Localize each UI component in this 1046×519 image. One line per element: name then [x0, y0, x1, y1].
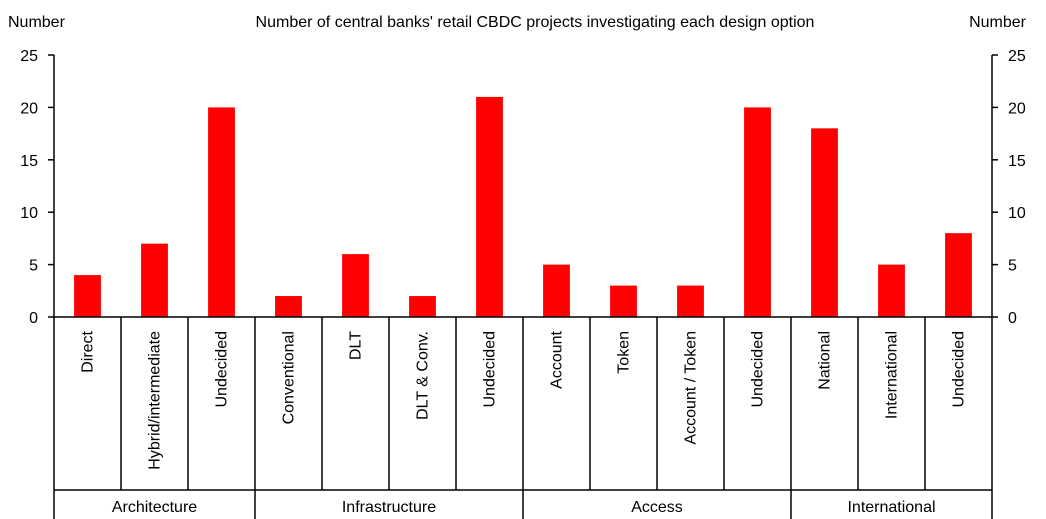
- category-label: Account: [549, 330, 566, 388]
- right-tick-label: 20: [1008, 100, 1026, 117]
- category-label: National: [817, 331, 834, 390]
- right-y-axis: 0 5 10 15 20 25: [991, 48, 1026, 327]
- left-tick-label: 5: [29, 258, 38, 275]
- category-label: Hybrid/intermediate: [147, 331, 164, 470]
- category-label: Account / Token: [683, 331, 700, 445]
- bar: [208, 107, 235, 318]
- category-label: DLT: [348, 331, 365, 360]
- bar: [476, 96, 503, 317]
- group-label: Architecture: [112, 499, 197, 516]
- right-tick-label: 25: [1008, 48, 1026, 65]
- category-label: International: [884, 331, 901, 419]
- right-tick-label: 15: [1008, 153, 1026, 170]
- group-label: International: [847, 499, 935, 516]
- category-label: Undecided: [951, 331, 968, 408]
- category-label: Direct: [80, 330, 97, 372]
- left-tick-label: 20: [20, 100, 38, 117]
- category-label: Conventional: [281, 331, 298, 424]
- bar: [74, 275, 101, 317]
- bar: [744, 107, 771, 318]
- left-axis-unit-label: Number: [8, 14, 66, 31]
- bar: [141, 243, 168, 317]
- category-label: DLT & Conv.: [415, 331, 432, 420]
- category-label: Undecided: [482, 331, 499, 408]
- group-label: Access: [631, 499, 683, 516]
- bar: [610, 285, 637, 317]
- right-tick-label: 0: [1008, 310, 1017, 327]
- right-tick-label: 10: [1008, 205, 1026, 222]
- group-label: Infrastructure: [342, 499, 436, 516]
- left-y-axis: 0 5 10 15 20 25: [20, 48, 55, 327]
- category-label: Token: [616, 331, 633, 374]
- bar: [543, 264, 570, 317]
- left-tick-label: 25: [20, 48, 38, 65]
- category-label: Undecided: [750, 331, 767, 408]
- left-tick-label: 10: [20, 205, 38, 222]
- left-tick-label: 0: [29, 310, 38, 327]
- category-axis: Direct Hybrid/intermediate Undecided Conven…: [53, 316, 993, 519]
- left-tick-label: 15: [20, 153, 38, 170]
- bar: [878, 264, 905, 317]
- right-tick-label: 5: [1008, 258, 1017, 275]
- bar: [811, 128, 838, 317]
- bar: [342, 254, 369, 317]
- category-label: Undecided: [214, 331, 231, 408]
- bar: [275, 296, 302, 317]
- bars-layer: [74, 96, 972, 318]
- bar: [409, 296, 436, 317]
- chart-title: Number of central banks' retail CBDC pro…: [256, 14, 815, 31]
- bar: [677, 285, 704, 317]
- right-axis-unit-label: Number: [969, 14, 1027, 31]
- bar: [945, 233, 972, 317]
